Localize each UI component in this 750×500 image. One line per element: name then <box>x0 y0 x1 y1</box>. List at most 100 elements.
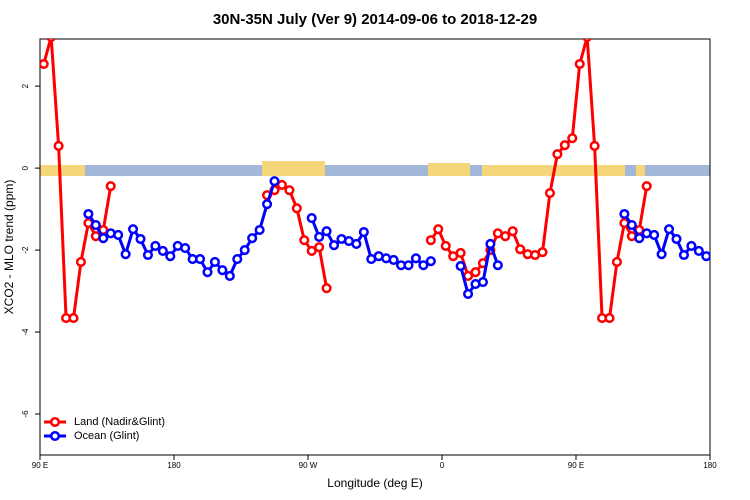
legend-label: Land (Nadir&Glint) <box>74 416 165 428</box>
data-point <box>552 149 563 160</box>
data-point <box>314 231 325 243</box>
data-point <box>701 251 710 262</box>
data-point <box>232 254 243 265</box>
data-point <box>180 242 191 254</box>
data-point <box>582 39 592 42</box>
data-point <box>656 249 667 260</box>
data-point <box>142 249 153 261</box>
data-point <box>165 251 176 262</box>
data-point <box>619 208 630 220</box>
data-point <box>418 260 429 271</box>
data-point <box>75 256 86 268</box>
data-point <box>321 226 332 237</box>
data-point <box>157 245 168 256</box>
data-point <box>477 276 488 288</box>
data-point <box>120 249 131 260</box>
data-point <box>105 181 116 192</box>
data-point <box>269 176 280 187</box>
data-point <box>574 58 585 70</box>
data-point <box>664 224 675 235</box>
legend-marker <box>49 430 61 442</box>
data-point <box>306 245 317 256</box>
data-point <box>351 238 362 249</box>
series-line <box>87 180 276 279</box>
data-point <box>254 224 265 236</box>
data-point <box>515 244 526 255</box>
data-point <box>90 220 101 231</box>
data-point <box>284 185 295 196</box>
x-tick-label: 180 <box>167 461 181 470</box>
x-tick-label: 90 E <box>568 461 584 470</box>
data-point <box>209 256 220 268</box>
data-point <box>247 233 258 244</box>
chart-title: 30N-35N July (Ver 9) 2014-09-06 to 2018-… <box>213 11 537 28</box>
y-tick-label: 2 <box>21 83 30 88</box>
data-point <box>537 247 548 258</box>
data-point <box>440 240 451 252</box>
land-ocean-mask <box>40 161 710 176</box>
data-point <box>46 39 56 42</box>
data-point <box>507 226 518 237</box>
data-point <box>604 313 615 324</box>
x-tick-label: 90 W <box>299 461 318 470</box>
data-point <box>306 213 317 224</box>
x-axis-label: Longitude (deg E) <box>327 476 422 490</box>
data-point <box>455 247 466 258</box>
x-tick-label: 180 <box>703 461 717 470</box>
data-point <box>470 267 481 278</box>
data-point <box>358 226 369 238</box>
data-point <box>321 283 332 294</box>
data-point <box>641 181 652 192</box>
data-point <box>626 220 637 231</box>
data-point <box>224 270 235 281</box>
y-tick-label: -4 <box>21 328 30 336</box>
data-point <box>195 254 206 265</box>
data-point <box>113 229 124 240</box>
legend-label: Ocean (Glint) <box>74 430 139 442</box>
data-point <box>611 256 622 268</box>
y-tick-label: -6 <box>21 410 30 418</box>
y-axis-label: XCO2 - MLO trend (ppm) <box>2 180 16 315</box>
data-point <box>686 240 697 252</box>
data-point <box>544 188 555 199</box>
data-point <box>492 260 503 271</box>
data-point <box>678 249 689 261</box>
data-point <box>299 235 310 246</box>
data-point <box>463 288 474 299</box>
data-point <box>83 208 94 220</box>
data-point <box>425 256 436 267</box>
data-point <box>314 242 325 253</box>
y-tick-label: 0 <box>21 165 30 170</box>
series-line <box>42 39 113 320</box>
data-point <box>589 140 600 152</box>
data-point <box>567 133 578 144</box>
data-point <box>559 140 570 151</box>
data-point <box>150 240 161 252</box>
data-point <box>425 235 436 246</box>
data-point <box>135 233 146 245</box>
data-point <box>68 313 79 324</box>
data-point <box>410 253 421 264</box>
data-point <box>239 245 250 256</box>
data-point <box>262 199 273 210</box>
data-point <box>53 140 64 152</box>
data-point <box>671 233 682 245</box>
data-point <box>98 233 109 244</box>
data-point <box>403 260 414 271</box>
y-tick-label: -2 <box>21 246 30 254</box>
data-point <box>388 254 399 265</box>
data-point <box>202 267 213 278</box>
data-point <box>291 203 302 214</box>
data-point <box>634 233 645 244</box>
data-point <box>649 229 660 240</box>
data-point <box>500 231 511 242</box>
data-point <box>693 245 704 256</box>
plot-area <box>40 39 710 324</box>
legend-marker <box>49 416 61 428</box>
data-point <box>329 240 340 251</box>
x-tick-label: 0 <box>440 461 445 470</box>
data-point <box>217 265 228 276</box>
data-point <box>276 179 287 190</box>
plot-frame <box>39 38 711 456</box>
